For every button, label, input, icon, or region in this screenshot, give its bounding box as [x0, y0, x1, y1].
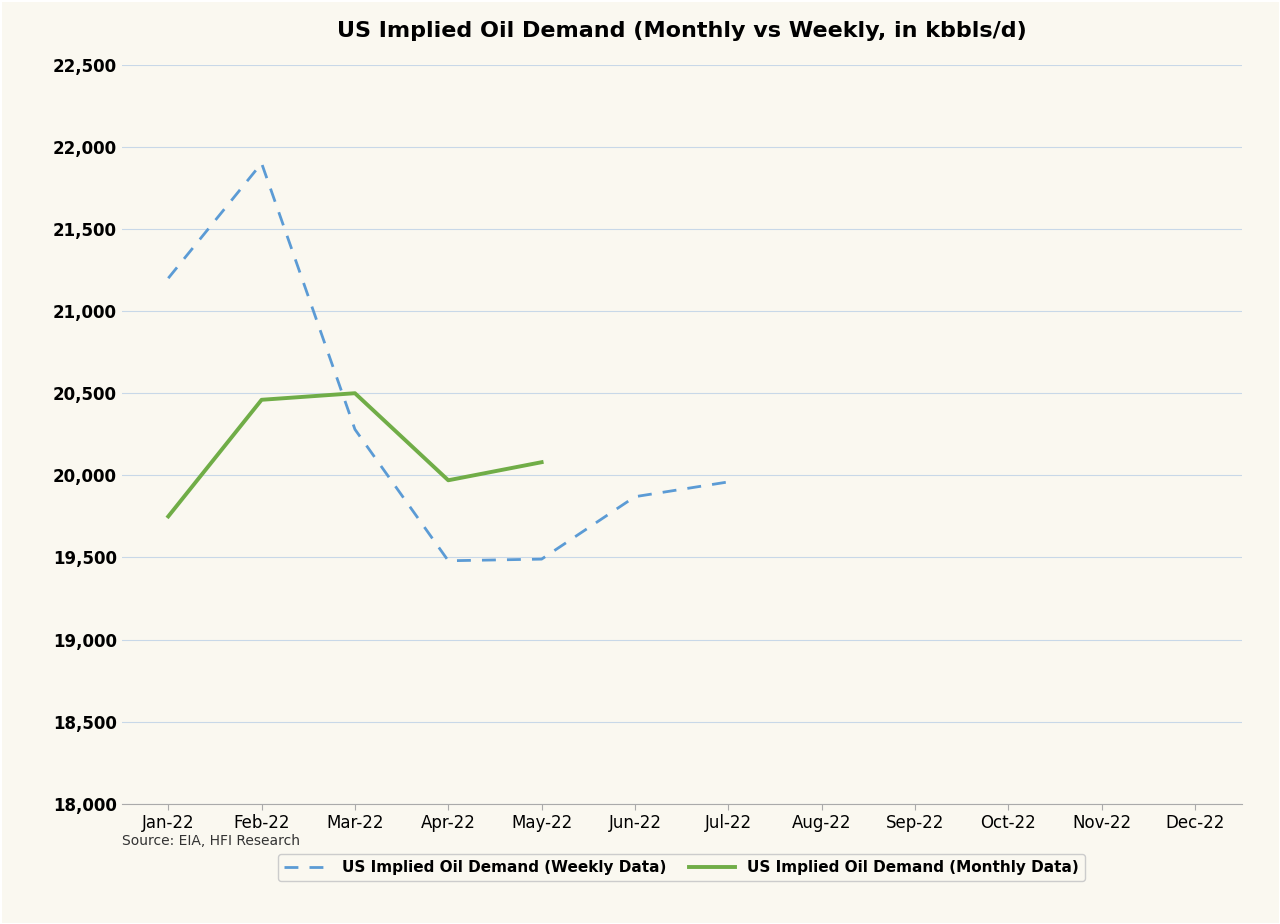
- US Implied Oil Demand (Weekly Data): [347, 424, 362, 435]
- US Implied Oil Demand (Weekly Data): [627, 492, 643, 503]
- US Implied Oil Demand (Monthly Data): [253, 395, 269, 406]
- US Implied Oil Demand (Weekly Data): [721, 477, 736, 488]
- US Implied Oil Demand (Weekly Data): [160, 273, 175, 284]
- US Implied Oil Demand (Weekly Data): [534, 553, 549, 565]
- Title: US Implied Oil Demand (Monthly vs Weekly, in kbbls/d): US Implied Oil Demand (Monthly vs Weekly…: [337, 21, 1027, 41]
- US Implied Oil Demand (Monthly Data): [347, 388, 362, 399]
- US Implied Oil Demand (Monthly Data): [440, 475, 456, 486]
- US Implied Oil Demand (Monthly Data): [534, 456, 549, 468]
- Line: US Implied Oil Demand (Weekly Data): US Implied Oil Demand (Weekly Data): [168, 164, 728, 561]
- US Implied Oil Demand (Monthly Data): [160, 511, 175, 522]
- Legend: US Implied Oil Demand (Weekly Data), US Implied Oil Demand (Monthly Data): US Implied Oil Demand (Weekly Data), US …: [278, 854, 1085, 881]
- US Implied Oil Demand (Weekly Data): [440, 555, 456, 566]
- Line: US Implied Oil Demand (Monthly Data): US Implied Oil Demand (Monthly Data): [168, 394, 541, 517]
- Text: Source: EIA, HFI Research: Source: EIA, HFI Research: [122, 833, 300, 847]
- US Implied Oil Demand (Weekly Data): [253, 158, 269, 169]
